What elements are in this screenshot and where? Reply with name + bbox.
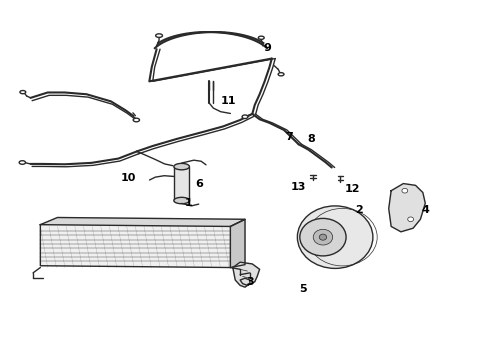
Ellipse shape bbox=[300, 219, 346, 256]
Ellipse shape bbox=[174, 163, 190, 170]
Ellipse shape bbox=[174, 197, 190, 204]
Ellipse shape bbox=[242, 115, 248, 118]
Text: 8: 8 bbox=[307, 134, 315, 144]
Polygon shape bbox=[233, 262, 260, 287]
Ellipse shape bbox=[20, 90, 26, 94]
Text: 3: 3 bbox=[246, 277, 254, 287]
Ellipse shape bbox=[297, 206, 373, 269]
Ellipse shape bbox=[313, 229, 333, 245]
Text: 9: 9 bbox=[263, 43, 271, 53]
Ellipse shape bbox=[133, 118, 140, 122]
Ellipse shape bbox=[156, 34, 163, 37]
Polygon shape bbox=[40, 217, 245, 226]
Ellipse shape bbox=[319, 234, 327, 240]
Ellipse shape bbox=[258, 36, 264, 39]
Polygon shape bbox=[40, 225, 230, 267]
Text: 4: 4 bbox=[421, 205, 429, 215]
Text: 10: 10 bbox=[121, 173, 136, 183]
Text: 1: 1 bbox=[185, 198, 193, 208]
Text: 11: 11 bbox=[220, 96, 236, 107]
Polygon shape bbox=[389, 184, 425, 232]
Text: 2: 2 bbox=[356, 205, 364, 215]
Text: 7: 7 bbox=[285, 132, 293, 142]
Ellipse shape bbox=[19, 161, 25, 164]
Text: 12: 12 bbox=[344, 184, 360, 194]
Ellipse shape bbox=[408, 217, 414, 222]
Text: 6: 6 bbox=[195, 179, 203, 189]
Polygon shape bbox=[230, 219, 245, 267]
Bar bbox=[174, 167, 190, 201]
Ellipse shape bbox=[278, 73, 284, 76]
Ellipse shape bbox=[402, 188, 408, 193]
Text: 13: 13 bbox=[291, 182, 306, 192]
Text: 5: 5 bbox=[300, 284, 307, 294]
